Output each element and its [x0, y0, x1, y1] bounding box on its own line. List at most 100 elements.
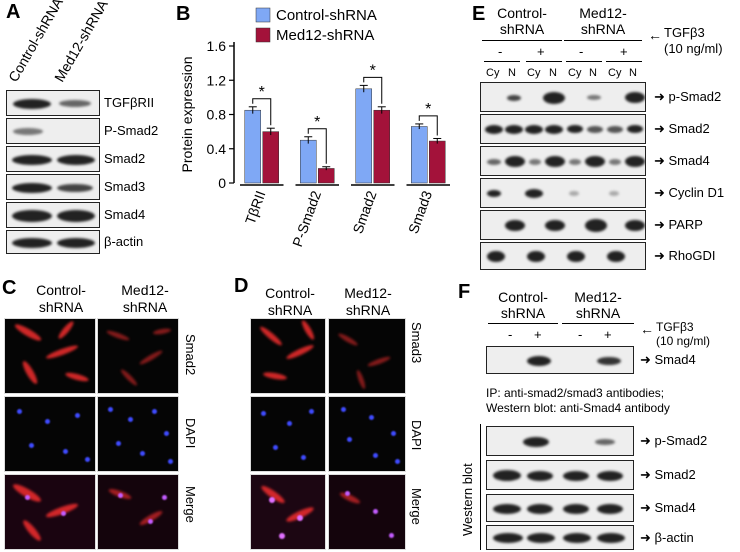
panel-a-blot-smad4 [6, 202, 100, 228]
panel-e-row-rhogdi: ➜ RhoGDI [654, 248, 716, 263]
bar [429, 140, 446, 184]
panel-e-row-smad2-text: Smad2 [668, 121, 710, 136]
panel-c-img-med12-merge [97, 474, 179, 550]
panel-f-blot-ip-smad4 [486, 346, 634, 374]
panel-c-row-dapi: DAPI [183, 418, 198, 449]
panel-d-col1-line2: shRNA [267, 302, 313, 318]
bar [355, 88, 372, 184]
panel-a-blot-tgfbr2 [6, 90, 100, 116]
panel-d-img-ctrl-smad3 [250, 318, 326, 394]
panel-f-row-psmad2: ➜ p-Smad2 [640, 433, 708, 448]
panel-e-cy-2: Cy [527, 67, 541, 79]
panel-a-row-smad4: Smad4 [104, 207, 146, 222]
panel-e-row-cyclind1: ➜ Cyclin D1 [654, 185, 725, 200]
panel-c-row-merge: Merge [183, 486, 198, 523]
panel-f-ip-note-1: IP: anti-smad2/smad3 antibodies; [486, 386, 665, 400]
panel-c-label: C [2, 277, 17, 299]
panel-f-group2-line2: shRNA [575, 305, 621, 321]
panel-f-treatment-line1: TGFβ3 [656, 320, 694, 334]
panel-d-col2-line2: shRNA [345, 302, 391, 318]
panel-a-row-smad2: Smad2 [104, 151, 146, 166]
panel-f-wb-bracket [480, 424, 481, 550]
panel-d-img-med12-smad3 [328, 318, 406, 394]
panel-e-group2-line1: Med12- [579, 5, 627, 21]
panel-f-blot-smad4 [486, 494, 634, 522]
panel-e-row-psmad2: ➜ p-Smad2 [654, 89, 722, 104]
significance-marker: * [370, 62, 376, 79]
panel-e-blot-parp [480, 210, 646, 240]
panel-e-cy-1: Cy [486, 67, 500, 79]
panel-f-group1-line2: shRNA [500, 305, 546, 321]
panel-e-blot-rhogdi [480, 242, 646, 270]
panel-e-plus-1: + [537, 44, 545, 59]
panel-e-blot-cyclind1 [480, 178, 646, 208]
panel-f-row-smad2: ➜ Smad2 [640, 467, 696, 482]
panel-e-row-parp-text: PARP [668, 217, 703, 232]
bar [318, 168, 335, 184]
panel-e-arrow: ← [648, 27, 662, 43]
significance-marker: * [425, 101, 431, 118]
legend-label: Med12-shRNA [276, 27, 374, 44]
panel-c-img-ctrl-merge [4, 474, 96, 550]
legend-swatch [255, 7, 271, 23]
panel-f-minus-1: - [508, 327, 513, 342]
panel-f-row-smad4: ➜ Smad4 [640, 500, 696, 515]
panel-f-treatment-line2: (10 ng/ml) [656, 334, 711, 348]
panel-e-minus-1: - [498, 44, 503, 59]
panel-f-row-actin: ➜ β-actin [640, 530, 694, 545]
panel-e-row-cyclind1-text: Cyclin D1 [668, 185, 725, 200]
panel-e-treatment-line1: TGFβ3 [664, 25, 705, 40]
x-tick-label: Smad3 [405, 188, 435, 235]
panel-e-n-1: N [508, 67, 516, 79]
bar [373, 109, 390, 184]
panel-d-col2-line1: Med12- [344, 285, 392, 301]
panel-e-group2-underline [564, 40, 642, 41]
significance-bracket [252, 98, 272, 126]
y-axis-label: Protein expression [179, 57, 195, 173]
panel-e-group2-line2: shRNA [580, 21, 626, 37]
panel-e-minus-2: - [579, 44, 584, 59]
panel-c-col2-line1: Med12- [121, 282, 169, 298]
y-tick-label: 0.8 [207, 107, 227, 123]
panel-f-plus-2: + [604, 327, 612, 342]
significance-bracket [363, 76, 383, 104]
panel-a-blot-smad3 [6, 174, 100, 200]
panel-e-n-4: N [629, 67, 637, 79]
legend-swatch [255, 27, 271, 43]
bar [411, 126, 428, 184]
panel-d-col1-line1: Control- [265, 285, 315, 301]
panel-c-img-ctrl-smad2 [4, 318, 96, 394]
panel-f-group1-line1: Control- [498, 289, 548, 305]
panel-a-row-smad3: Smad3 [104, 179, 146, 194]
panel-e-blot-smad2 [480, 114, 646, 144]
panel-f-ip-note-2: Western blot: anti-Smad4 antibody [486, 401, 670, 415]
panel-c-row-smad2: Smad2 [183, 334, 198, 376]
y-tick-label: 0.4 [207, 141, 227, 157]
panel-d-row-dapi: DAPI [409, 420, 424, 451]
panel-f-ip-row: ➜ Smad4 [640, 352, 696, 367]
panel-e-blot-psmad2 [480, 82, 646, 112]
panel-c-img-ctrl-dapi [4, 396, 96, 472]
y-tick-label: 1.6 [207, 38, 227, 54]
panel-e-row-parp: ➜ PARP [654, 217, 703, 232]
panel-f-wb-label: Western blot [460, 463, 475, 536]
y-tick-label: 1.2 [207, 72, 227, 88]
bar [300, 139, 317, 184]
panel-e-n-2: N [549, 67, 557, 79]
panel-d-img-med12-merge [328, 474, 406, 550]
panel-d-row-merge: Merge [409, 488, 424, 525]
panel-f-label: F [458, 281, 471, 303]
panel-d-img-ctrl-dapi [250, 396, 326, 472]
legend-label: Control-shRNA [276, 7, 377, 24]
panel-a-blot-actin [6, 230, 100, 254]
x-tick-label: P-Smad2 [289, 188, 324, 249]
panel-e-cy-4: Cy [608, 67, 622, 79]
panel-a-col-med12: Med12-shRNA [51, 0, 111, 85]
panel-e-group1-line1: Control- [497, 5, 547, 21]
panel-f-row-smad4-text: Smad4 [654, 500, 696, 515]
panel-f-group1-underline [488, 323, 558, 324]
panel-f-blot-smad2 [486, 460, 634, 490]
panel-e-treatment-line2: (10 ng/ml) [664, 41, 723, 56]
panel-f-blot-psmad2 [486, 426, 634, 456]
panel-a-row-psmad2: P-Smad2 [104, 123, 159, 138]
